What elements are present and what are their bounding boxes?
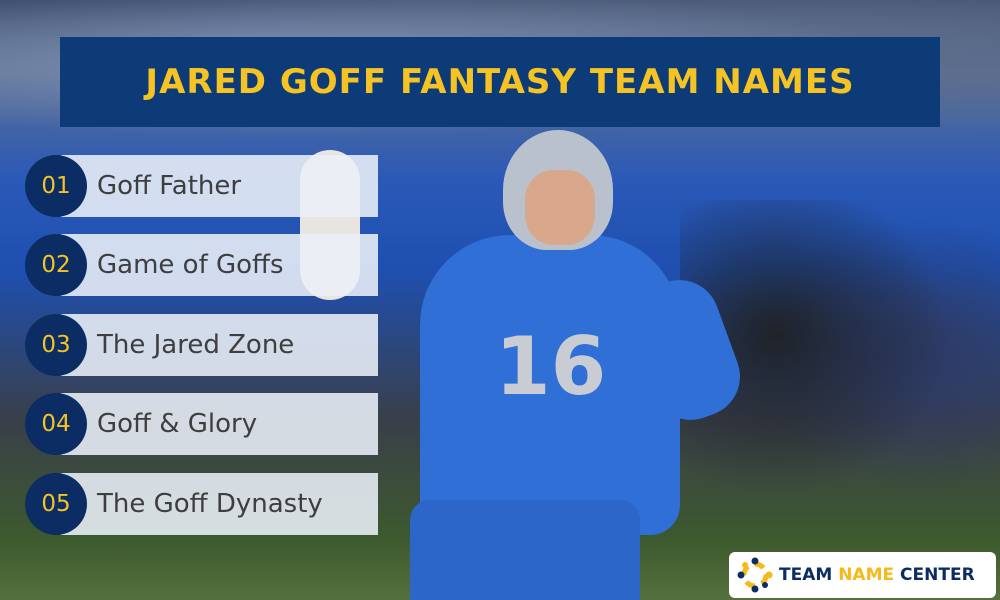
player-face <box>525 170 595 245</box>
logo-text: TEAM NAME CENTER <box>779 565 975 585</box>
title-banner: JARED GOFF FANTASY TEAM NAMES <box>60 37 940 127</box>
item-label: Goff Father <box>97 171 242 201</box>
item-number: 04 <box>25 393 87 455</box>
player-jersey <box>420 235 680 535</box>
item-number: 01 <box>25 155 87 217</box>
list-item: 03 The Jared Zone <box>25 314 378 376</box>
item-label: The Goff Dynasty <box>97 489 323 519</box>
list-item: 01 Goff Father <box>25 155 378 217</box>
item-number: 05 <box>25 473 87 535</box>
people-circle-icon <box>737 557 773 593</box>
item-label: Game of Goffs <box>97 250 284 280</box>
team-name-center-logo: TEAM NAME CENTER <box>729 552 996 598</box>
jersey-number: 16 <box>495 320 607 413</box>
item-label: Goff & Glory <box>97 409 258 439</box>
list-item: 02 Game of Goffs <box>25 234 378 296</box>
item-number: 02 <box>25 234 87 296</box>
item-label: The Jared Zone <box>97 330 295 360</box>
list-item: 05 The Goff Dynasty <box>25 473 378 535</box>
list-item: 04 Goff & Glory <box>25 393 378 455</box>
page-title: JARED GOFF FANTASY TEAM NAMES <box>145 62 855 102</box>
item-number: 03 <box>25 314 87 376</box>
player-legs <box>410 500 640 600</box>
